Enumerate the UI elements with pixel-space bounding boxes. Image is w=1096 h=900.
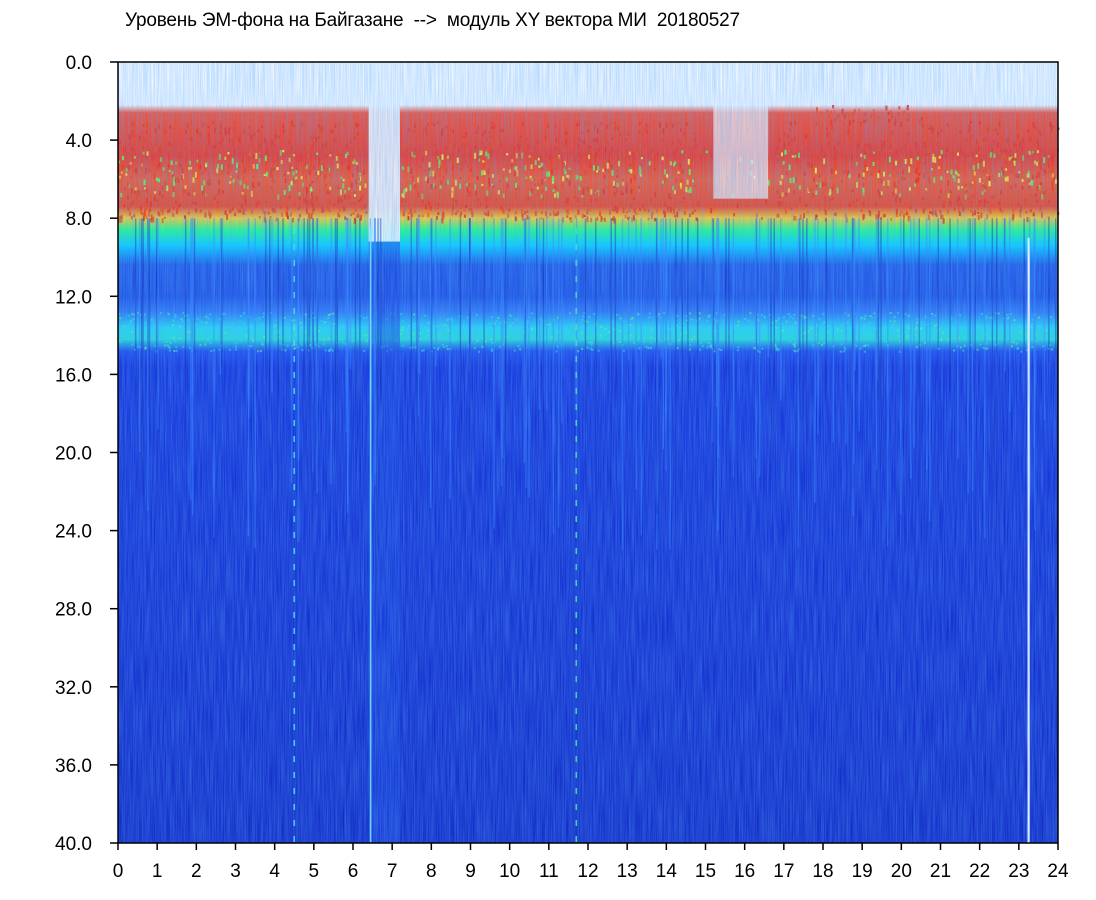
y-tick-label: 4.0	[66, 131, 92, 152]
chart-title: Уровень ЭМ-фона на Байгазане --> модуль …	[125, 10, 740, 31]
x-tick-label: 16	[734, 861, 755, 882]
y-tick-label: 0.0	[66, 53, 92, 74]
x-tick-label: 14	[656, 861, 678, 882]
x-axis: 0 1 2 3 4 5 6 7 8 9 10 11 12 13 14 15 16 17 18 19 20 21 22 23 24	[113, 843, 1069, 882]
x-tick-label: 6	[348, 861, 359, 882]
y-tick-label: 36.0	[55, 756, 92, 777]
y-tick-label: 16.0	[55, 365, 92, 386]
plot-area	[117, 61, 1060, 844]
x-tick-label: 2	[191, 861, 202, 882]
x-tick-label: 15	[695, 861, 716, 882]
x-tick-label: 0	[113, 861, 124, 882]
x-tick-label: 19	[852, 861, 873, 882]
x-tick-label: 1	[152, 861, 163, 882]
x-tick-label: 5	[309, 861, 320, 882]
x-tick-label: 17	[773, 861, 794, 882]
y-tick-label: 12.0	[55, 287, 92, 308]
x-tick-label: 20	[891, 861, 912, 882]
y-tick-label: 32.0	[55, 678, 92, 699]
y-tick-label: 28.0	[55, 600, 92, 621]
x-tick-label: 8	[426, 861, 437, 882]
x-tick-label: 18	[812, 861, 833, 882]
x-tick-label: 21	[930, 861, 951, 882]
y-tick-label: 24.0	[55, 522, 92, 543]
y-tick-label: 8.0	[66, 209, 92, 230]
y-tick-label: 40.0	[55, 834, 92, 855]
x-tick-label: 7	[387, 861, 398, 882]
x-tick-label: 23	[1008, 861, 1029, 882]
x-tick-label: 10	[499, 861, 520, 882]
x-tick-label: 3	[230, 861, 241, 882]
x-tick-label: 9	[465, 861, 476, 882]
x-tick-label: 12	[577, 861, 598, 882]
x-tick-label: 4	[269, 861, 280, 882]
x-tick-label: 11	[539, 861, 559, 882]
x-tick-label: 24	[1047, 861, 1069, 882]
x-tick-label: 13	[617, 861, 638, 882]
heatmap-texture	[118, 62, 1058, 843]
y-tick-label: 20.0	[55, 444, 92, 465]
x-tick-label: 22	[969, 861, 990, 882]
y-axis: 0.0 4.0 8.0 12.0 16.0 20.0 24.0 28.0 32.0 36.0 40.…	[55, 53, 118, 855]
